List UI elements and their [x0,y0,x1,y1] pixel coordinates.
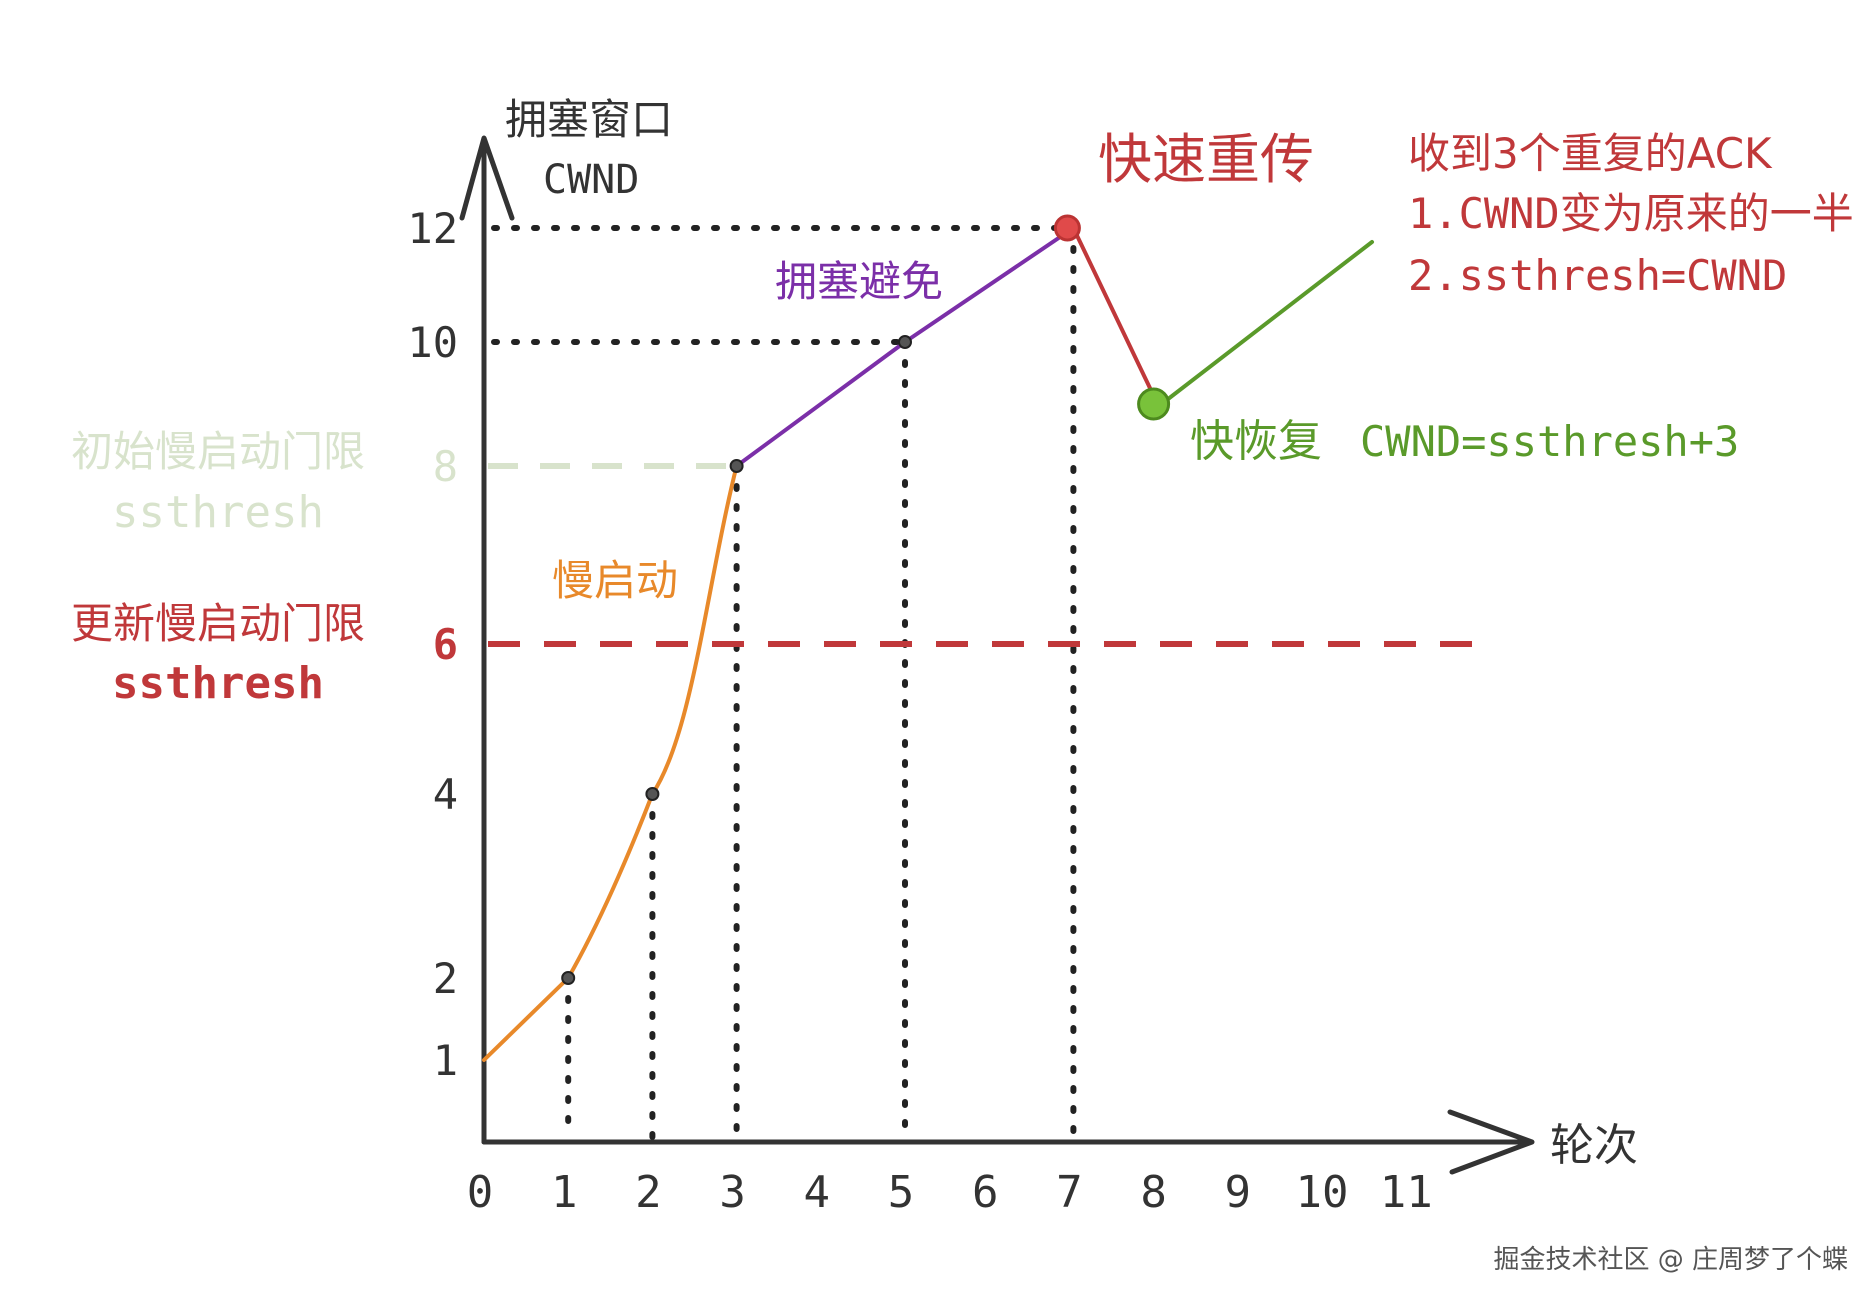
y-axis-subtitle: CWND [543,157,639,203]
y-tick-4: 4 [433,770,458,819]
x-tick-10: 10 [1296,1167,1349,1218]
y-tick-8: 8 [433,442,458,491]
fast-recovery-point [1137,387,1171,421]
fast-retransmit-label: 快速重传 [1098,128,1314,191]
y-tick-12: 12 [407,204,458,253]
updated-threshold-var: ssthresh [112,658,324,709]
series-line-4 [1159,240,1374,406]
x-tick-0: 0 [467,1167,494,1218]
slow-start-label: 慢启动 [552,556,678,605]
x-tick-1: 1 [551,1167,578,1218]
x-tick-3: 3 [719,1167,746,1218]
initial-threshold-label: 初始慢启动门限 [71,427,365,476]
series-line-3 [1071,226,1160,406]
x-tick-9: 9 [1225,1167,1252,1218]
y-tick-1: 1 [433,1036,458,1085]
watermark: 掘金技术社区 @ 庄周梦了个蝶 [1493,1245,1848,1275]
data-point-x5 [898,335,912,349]
fast-retransmit-point [1053,214,1081,242]
x-tick-4: 4 [804,1167,831,1218]
x-tick-7: 7 [1056,1167,1083,1218]
fast-recovery-formula: CWND=ssthresh+3 [1360,417,1739,466]
fast-recovery-label: 快恢复 [1190,416,1322,467]
y-axis-arrowhead [459,135,515,221]
ack-note-line2: 1.CWND变为原来的一半 [1408,189,1854,238]
guide-lines [491,225,1077,1141]
x-tick-8: 8 [1140,1167,1167,1218]
axes [459,135,1535,1175]
x-axis-arrowhead [1447,1109,1535,1175]
x-tick-6: 6 [972,1167,999,1218]
data-point-x1 [561,971,576,985]
data-point-x2 [645,787,660,801]
y-axis-title: 拥塞窗口 [505,95,673,144]
y-tick-2: 2 [433,954,458,1003]
x-axis-title: 轮次 [1550,1120,1638,1171]
initial-threshold-var: ssthresh [112,487,324,538]
y-tick-10: 10 [407,318,458,367]
threshold-lines [488,463,1480,647]
data-point-x3 [729,459,744,473]
congestion-avoidance-label: 拥塞避免 [775,257,943,306]
ack-note-line1: 收到3个重复的ACK [1408,129,1773,178]
x-tick-2: 2 [635,1167,662,1218]
x-tick-5: 5 [888,1167,915,1218]
x-tick-11: 11 [1380,1167,1433,1218]
updated-threshold-label: 更新慢启动门限 [71,599,365,648]
data-points [561,214,1171,985]
ack-note-line3: 2.ssthresh=CWND [1408,251,1787,300]
y-tick-6: 6 [433,620,458,669]
